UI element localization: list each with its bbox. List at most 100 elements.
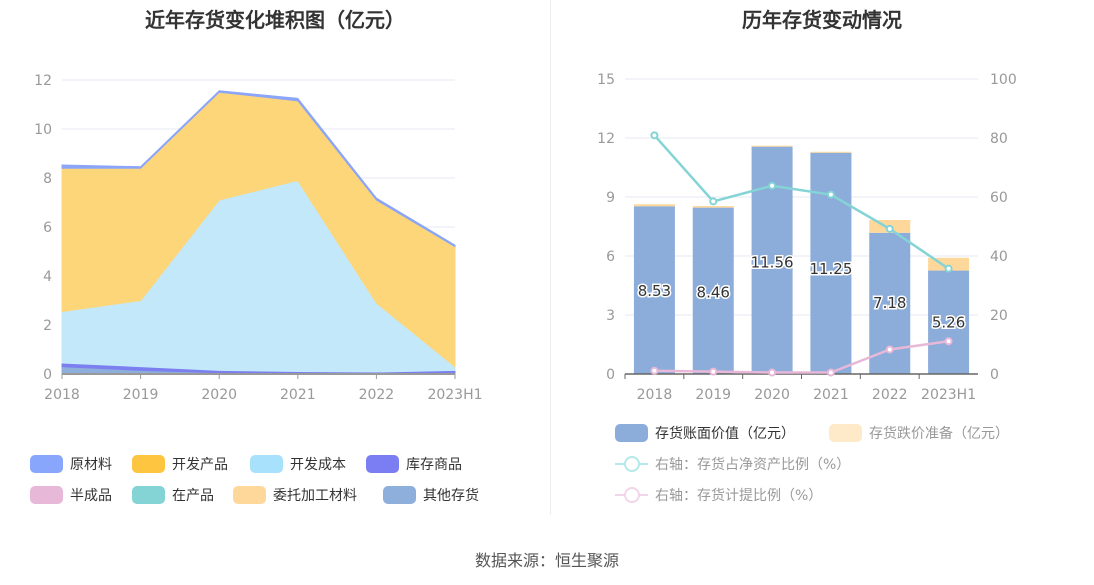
y-tick-label: 9	[606, 190, 615, 206]
x-tick-label: 2021	[813, 387, 849, 403]
legend-swatch	[30, 486, 63, 504]
line-series	[654, 340, 949, 374]
line-point	[826, 368, 835, 377]
bar-value-label: 11.25	[809, 260, 852, 278]
legend-label: 其他存货	[423, 488, 479, 504]
stacked-area-chart: 0 2 4 6 8 10 12 2018 2019 2020 2021 2022 2023H1	[34, 73, 482, 403]
bar-book-value	[928, 270, 970, 374]
line-point	[768, 368, 777, 377]
legend-item[interactable]: 委托加工材料	[233, 485, 357, 505]
legend-swatch	[615, 424, 648, 442]
x-tick-label: 2023H1	[427, 387, 482, 403]
line-point	[944, 264, 953, 273]
legend-ratio-net-assets[interactable]: 右轴：存货占净资产比例（%）	[615, 454, 850, 474]
y-tick-label: 12	[597, 131, 615, 147]
bar-value-label: 5.26	[932, 314, 965, 332]
legend-label: 存货跌价准备（亿元）	[869, 426, 1009, 442]
legend-item[interactable]: 原材料	[30, 454, 112, 474]
legend-label: 开发成本	[290, 457, 346, 473]
line-point	[885, 224, 894, 233]
legend-label: 在产品	[172, 488, 214, 504]
y-tick-label: 8	[43, 171, 52, 187]
bar-line-chart: 0 0 3 20 6 40 9 60 12 80 15 100 8.53 2018 8.46 2019 11.5…	[597, 72, 1017, 403]
y2-tick-label: 0	[990, 367, 999, 383]
legend-item[interactable]: 半成品	[30, 485, 112, 505]
left-chart-title: 近年存货变化堆积图（亿元）	[145, 8, 405, 32]
line-point	[709, 367, 718, 376]
line-point	[826, 190, 835, 199]
line-point	[768, 181, 777, 190]
y2-tick-label: 60	[990, 190, 1008, 206]
bar-value-label: 8.46	[697, 284, 730, 302]
y-tick-label: 6	[43, 220, 52, 236]
y-tick-label: 6	[606, 249, 615, 265]
right-chart-title: 历年存货变动情况	[742, 8, 902, 32]
data-source: 数据来源：恒生聚源	[474, 551, 619, 570]
line-point	[650, 131, 659, 140]
bar-book-value	[692, 207, 734, 374]
legend-swatch	[250, 455, 283, 473]
y-tick-label: 0	[606, 367, 615, 383]
y2-tick-label: 100	[990, 72, 1017, 88]
x-tick-label: 2023H1	[921, 387, 976, 403]
legend-item[interactable]: 开发产品	[132, 454, 228, 474]
line-marker-icon	[615, 486, 648, 504]
line-point	[709, 197, 718, 206]
bar-reserve	[751, 145, 793, 147]
y-tick-label: 12	[34, 73, 52, 89]
x-tick-label: 2019	[695, 387, 731, 403]
y-tick-label: 10	[34, 122, 52, 138]
y-tick-label: 2	[43, 318, 52, 334]
legend-label: 半成品	[70, 488, 112, 504]
legend-item[interactable]: 在产品	[132, 485, 214, 505]
divider	[550, 0, 551, 515]
legend-swatch	[829, 424, 862, 442]
bar-book-value	[810, 152, 852, 374]
legend-item[interactable]: 其他存货	[383, 485, 479, 505]
legend-swatch	[132, 486, 165, 504]
x-tick-label: 2022	[872, 387, 908, 403]
x-tick-label: 2021	[280, 387, 316, 403]
legend-item[interactable]: 开发成本	[250, 454, 346, 474]
bar-reserve	[692, 206, 734, 208]
x-tick-label: 2020	[754, 387, 790, 403]
y-tick-label: 4	[43, 269, 52, 285]
legend-label: 右轴：存货计提比例（%）	[655, 488, 823, 504]
legend-label: 开发产品	[172, 457, 228, 473]
line-marker-icon	[615, 455, 648, 473]
line-point	[650, 366, 659, 375]
y2-tick-label: 20	[990, 308, 1008, 324]
legend-label: 库存商品	[406, 457, 462, 473]
legend-label: 右轴：存货占净资产比例（%）	[655, 457, 851, 473]
area-原材料	[61, 90, 456, 248]
legend-provision-ratio[interactable]: 右轴：存货计提比例（%）	[615, 485, 822, 505]
y2-tick-label: 80	[990, 131, 1008, 147]
y-tick-label: 15	[597, 72, 615, 88]
line-series	[653, 134, 950, 270]
bar-value-label: 8.53	[638, 282, 671, 300]
legend-swatch	[132, 455, 165, 473]
legend-label: 原材料	[70, 457, 112, 473]
legend-label: 委托加工材料	[273, 488, 357, 504]
line-point	[885, 345, 894, 354]
bar-reserve	[810, 151, 852, 153]
line-point	[944, 337, 953, 346]
legend-swatch	[366, 455, 399, 473]
bar-value-label: 11.56	[751, 254, 794, 272]
x-tick-label: 2022	[359, 387, 395, 403]
y2-tick-label: 40	[990, 249, 1008, 265]
x-tick-label: 2018	[44, 387, 80, 403]
legend-item[interactable]: 库存商品	[366, 454, 462, 474]
legend-swatch	[233, 486, 266, 504]
x-tick-label: 2020	[201, 387, 237, 403]
legend-book-value[interactable]: 存货账面价值（亿元）	[615, 423, 795, 443]
legend-reserve[interactable]: 存货跌价准备（亿元）	[829, 423, 1009, 443]
y-tick-label: 0	[43, 367, 52, 383]
x-tick-label: 2018	[637, 387, 673, 403]
legend-label: 存货账面价值（亿元）	[655, 426, 795, 442]
legend-swatch	[383, 486, 416, 504]
y-tick-label: 3	[606, 308, 615, 324]
bar-value-label: 7.18	[873, 294, 906, 312]
bar-reserve	[633, 204, 675, 207]
